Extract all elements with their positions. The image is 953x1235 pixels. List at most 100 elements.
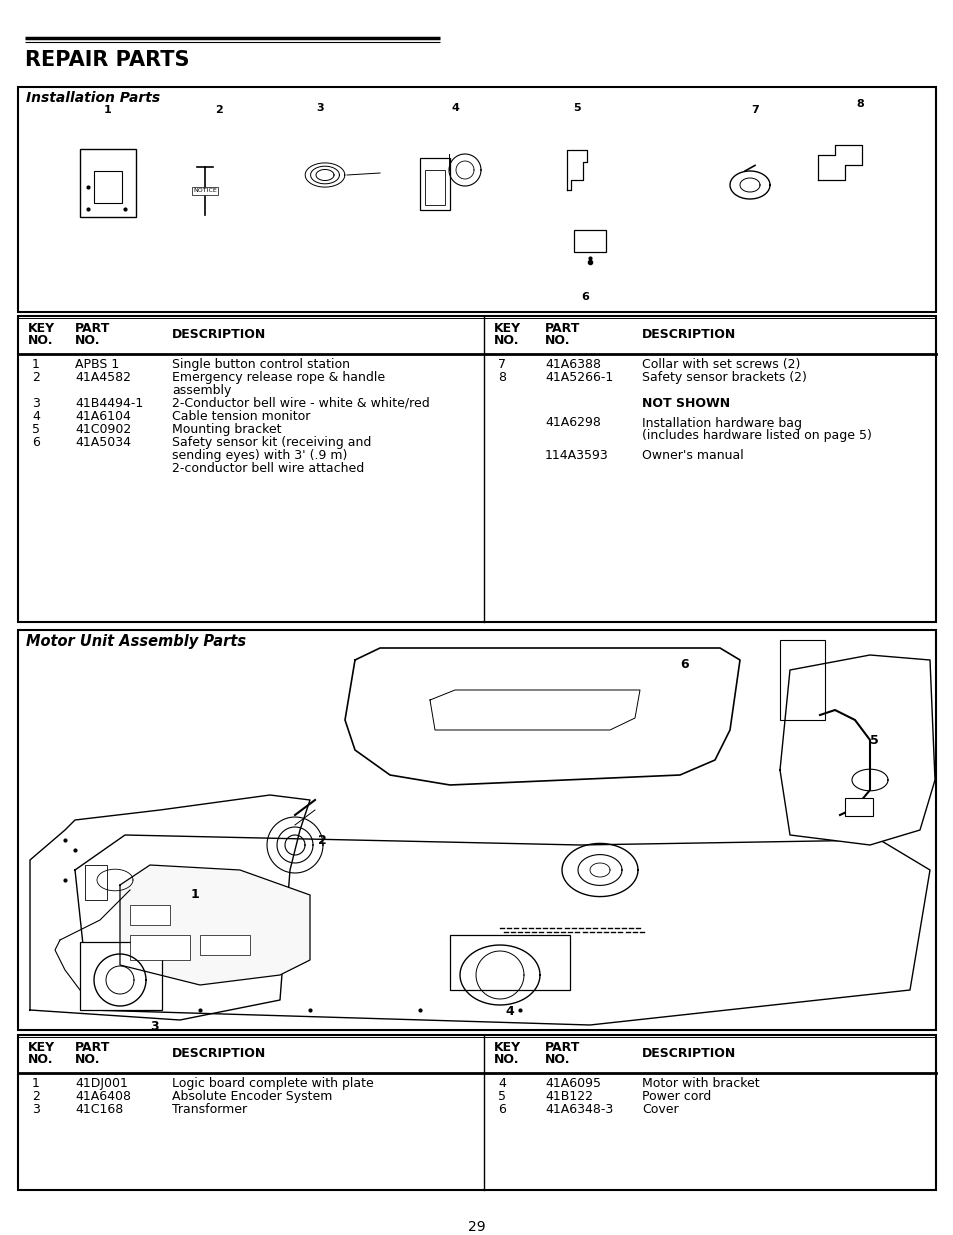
Polygon shape <box>120 864 310 986</box>
Text: 6: 6 <box>580 291 588 303</box>
Text: KEY: KEY <box>494 322 520 335</box>
Text: PART: PART <box>544 322 579 335</box>
Polygon shape <box>30 795 310 1020</box>
Text: 1: 1 <box>32 358 40 370</box>
Text: PART: PART <box>75 322 111 335</box>
Text: 41B122: 41B122 <box>544 1091 593 1103</box>
Text: 6: 6 <box>497 1103 505 1116</box>
Text: Cable tension monitor: Cable tension monitor <box>172 410 310 424</box>
Text: Transformer: Transformer <box>172 1103 247 1116</box>
Text: 2-Conductor bell wire - white & white/red: 2-Conductor bell wire - white & white/re… <box>172 396 429 410</box>
Bar <box>18 1035 935 1191</box>
Text: Motor Unit Assembly Parts: Motor Unit Assembly Parts <box>26 634 246 650</box>
Text: 41B4494-1: 41B4494-1 <box>75 396 143 410</box>
Text: NO.: NO. <box>544 1053 570 1066</box>
Text: 2: 2 <box>317 834 327 846</box>
Text: Emergency release rope & handle: Emergency release rope & handle <box>172 370 385 384</box>
Text: PART: PART <box>544 1041 579 1053</box>
Text: NO.: NO. <box>494 1053 519 1066</box>
Text: 4: 4 <box>497 1077 505 1091</box>
Bar <box>18 86 935 312</box>
Text: 2-conductor bell wire attached: 2-conductor bell wire attached <box>172 462 364 475</box>
Text: Single button control station: Single button control station <box>172 358 350 370</box>
Bar <box>130 905 170 925</box>
Text: DESCRIPTION: DESCRIPTION <box>172 329 266 341</box>
Text: Motor with bracket: Motor with bracket <box>641 1077 759 1091</box>
Text: 3: 3 <box>32 396 40 410</box>
Text: 41A6104: 41A6104 <box>75 410 131 424</box>
Text: 41A6348-3: 41A6348-3 <box>544 1103 613 1116</box>
Text: Installation Parts: Installation Parts <box>26 91 160 105</box>
Text: DESCRIPTION: DESCRIPTION <box>641 1047 736 1060</box>
Text: Mounting bracket: Mounting bracket <box>172 424 281 436</box>
Bar <box>424 170 444 205</box>
Text: 4: 4 <box>504 1005 514 1018</box>
Text: 3: 3 <box>150 1020 158 1032</box>
Text: Owner's manual: Owner's manual <box>641 450 743 462</box>
Bar <box>80 149 136 217</box>
Text: sending eyes) with 3' (.9 m): sending eyes) with 3' (.9 m) <box>172 450 347 462</box>
Text: 41A6095: 41A6095 <box>544 1077 600 1091</box>
Text: NOT SHOWN: NOT SHOWN <box>641 396 729 410</box>
Text: Safety sensor brackets (2): Safety sensor brackets (2) <box>641 370 806 384</box>
Text: 6: 6 <box>679 658 688 671</box>
Text: 8: 8 <box>855 99 863 109</box>
Text: NOTICE: NOTICE <box>193 189 216 194</box>
Text: Installation hardware bag: Installation hardware bag <box>641 416 801 430</box>
Bar <box>94 170 122 203</box>
Bar <box>780 640 824 720</box>
Text: 1: 1 <box>32 1077 40 1091</box>
Text: 41C168: 41C168 <box>75 1103 123 1116</box>
Text: 5: 5 <box>869 734 878 746</box>
Text: 41A6388: 41A6388 <box>544 358 600 370</box>
Bar <box>85 864 107 900</box>
Polygon shape <box>780 655 934 845</box>
Text: NO.: NO. <box>494 333 519 347</box>
Text: KEY: KEY <box>28 1041 55 1053</box>
Text: 5: 5 <box>573 103 580 112</box>
Text: 41A6298: 41A6298 <box>544 416 600 430</box>
Text: PART: PART <box>75 1041 111 1053</box>
Text: 4: 4 <box>451 103 458 112</box>
Text: NO.: NO. <box>75 333 100 347</box>
Text: 2: 2 <box>214 105 222 115</box>
Text: KEY: KEY <box>494 1041 520 1053</box>
Text: 2: 2 <box>32 1091 40 1103</box>
Bar <box>450 935 569 990</box>
Text: REPAIR PARTS: REPAIR PARTS <box>25 49 190 70</box>
Text: Cover: Cover <box>641 1103 678 1116</box>
Text: 1: 1 <box>104 105 112 115</box>
Text: 2: 2 <box>32 370 40 384</box>
Text: 41A5266-1: 41A5266-1 <box>544 370 613 384</box>
Text: 41A5034: 41A5034 <box>75 436 131 450</box>
Text: APBS 1: APBS 1 <box>75 358 119 370</box>
Text: Safety sensor kit (receiving and: Safety sensor kit (receiving and <box>172 436 371 450</box>
Text: Logic board complete with plate: Logic board complete with plate <box>172 1077 374 1091</box>
Text: 29: 29 <box>468 1220 485 1234</box>
Text: 3: 3 <box>32 1103 40 1116</box>
Text: 5: 5 <box>32 424 40 436</box>
Text: 1: 1 <box>191 888 199 902</box>
Text: 6: 6 <box>32 436 40 450</box>
Text: 41DJ001: 41DJ001 <box>75 1077 128 1091</box>
Polygon shape <box>75 835 929 1025</box>
Text: DESCRIPTION: DESCRIPTION <box>172 1047 266 1060</box>
Polygon shape <box>345 648 740 785</box>
Text: DESCRIPTION: DESCRIPTION <box>641 329 736 341</box>
Text: Collar with set screws (2): Collar with set screws (2) <box>641 358 800 370</box>
Text: KEY: KEY <box>28 322 55 335</box>
Bar <box>130 935 190 960</box>
Text: 5: 5 <box>497 1091 505 1103</box>
Text: NO.: NO. <box>75 1053 100 1066</box>
Text: 3: 3 <box>315 103 323 112</box>
Bar <box>18 316 935 622</box>
Text: assembly: assembly <box>172 384 232 396</box>
Text: NO.: NO. <box>28 1053 53 1066</box>
Bar <box>80 942 162 1010</box>
Text: (includes hardware listed on page 5): (includes hardware listed on page 5) <box>641 430 871 442</box>
Text: 8: 8 <box>497 370 505 384</box>
Text: 41C0902: 41C0902 <box>75 424 132 436</box>
Bar <box>419 158 450 210</box>
Text: NO.: NO. <box>544 333 570 347</box>
Text: 41A4582: 41A4582 <box>75 370 131 384</box>
